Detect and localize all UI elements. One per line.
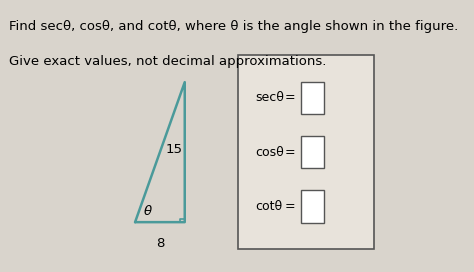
Text: cosθ: cosθ [255,146,284,159]
Text: θ: θ [144,205,152,218]
Text: 8: 8 [156,237,164,250]
FancyBboxPatch shape [301,190,324,222]
FancyBboxPatch shape [238,55,374,249]
Text: cotθ: cotθ [255,200,283,213]
FancyBboxPatch shape [301,82,324,114]
Text: Give exact values, not decimal approximations.: Give exact values, not decimal approxima… [9,55,327,68]
Text: =: = [284,91,295,104]
Text: 15: 15 [165,143,182,156]
FancyBboxPatch shape [301,136,324,168]
Text: Find secθ, cosθ, and cotθ, where θ is the angle shown in the figure.: Find secθ, cosθ, and cotθ, where θ is th… [9,20,458,33]
Text: =: = [284,146,295,159]
Text: =: = [284,200,295,213]
Text: secθ: secθ [255,91,284,104]
